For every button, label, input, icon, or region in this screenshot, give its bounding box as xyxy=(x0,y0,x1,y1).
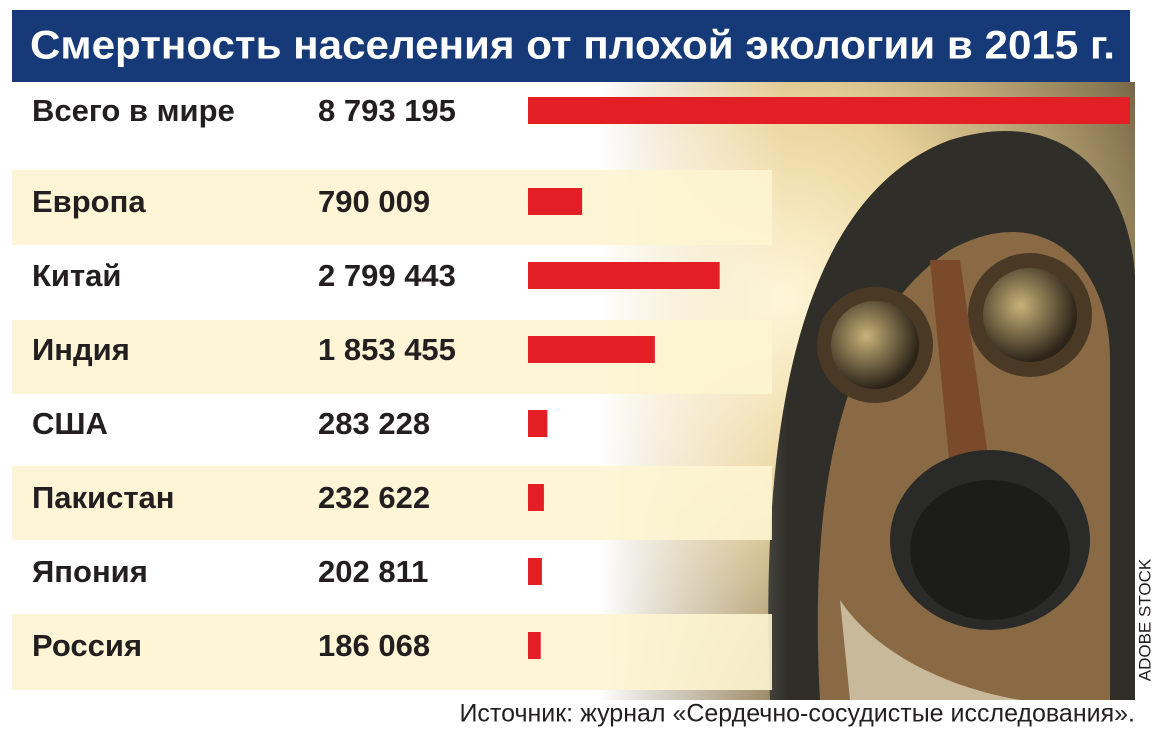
category-label: Пакистан xyxy=(32,480,174,515)
value-label: 8 793 195 xyxy=(318,93,456,128)
title-bar xyxy=(12,10,1130,82)
value-label: 232 622 xyxy=(318,480,430,515)
source: Источник: журнал «Сердечно-сосудистые ис… xyxy=(459,700,1135,728)
bar xyxy=(528,484,544,511)
category-label: Россия xyxy=(32,628,142,663)
category-label: Китай xyxy=(32,258,121,293)
bar xyxy=(528,632,541,659)
bar xyxy=(528,410,548,437)
bar xyxy=(528,558,542,585)
category-label: Европа xyxy=(32,184,146,219)
bar xyxy=(528,97,1130,124)
value-label: 202 811 xyxy=(318,554,428,589)
value-label: 790 009 xyxy=(318,184,430,219)
category-label: Индия xyxy=(32,332,130,367)
row-stripes xyxy=(12,170,772,690)
category-label: Всего в мире xyxy=(32,93,235,128)
bar xyxy=(528,188,583,215)
value-label: 1 853 455 xyxy=(318,332,456,367)
bar xyxy=(528,336,655,363)
value-label: 2 799 443 xyxy=(318,258,456,293)
category-label: США xyxy=(32,406,108,441)
photo-credit: ADOBE STOCK xyxy=(1135,558,1154,681)
value-label: 186 068 xyxy=(318,628,430,663)
bar xyxy=(528,262,720,289)
chart-title: Смертность населения от плохой экологии … xyxy=(30,24,1115,68)
value-label: 283 228 xyxy=(318,406,430,441)
category-label: Япония xyxy=(32,554,148,589)
